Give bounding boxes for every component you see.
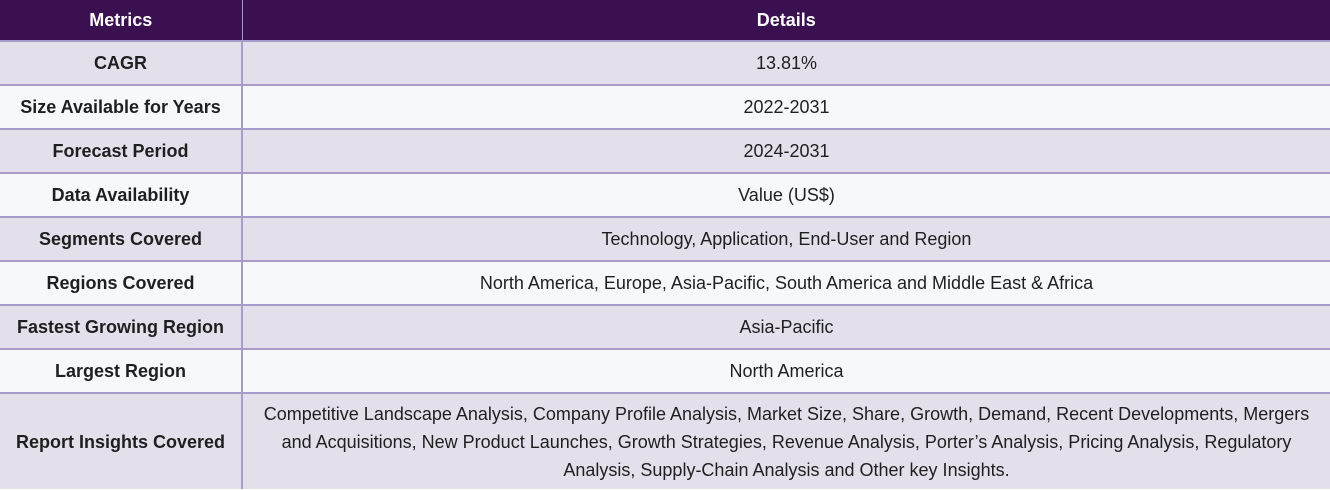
- table-row: Size Available for Years 2022-2031: [0, 85, 1330, 130]
- table-row: Forecast Period 2024-2031: [0, 129, 1330, 174]
- table-header: Metrics Details: [0, 0, 1330, 42]
- header-row: Metrics Details: [0, 0, 1330, 42]
- metric-forecast-period: Forecast Period: [0, 129, 243, 174]
- metric-data-availability: Data Availability: [0, 173, 243, 218]
- metric-report-insights: Report Insights Covered: [0, 393, 243, 489]
- metric-cagr: CAGR: [0, 41, 243, 86]
- detail-size-years: 2022-2031: [242, 85, 1330, 130]
- metric-fastest-growing-region: Fastest Growing Region: [0, 305, 243, 350]
- table-row: Data Availability Value (US$): [0, 173, 1330, 218]
- table-row: CAGR 13.81%: [0, 41, 1330, 86]
- table-row: Segments Covered Technology, Application…: [0, 217, 1330, 262]
- table-body: CAGR 13.81% Size Available for Years 202…: [0, 41, 1330, 489]
- header-details: Details: [242, 0, 1330, 42]
- detail-largest-region: North America: [242, 349, 1330, 394]
- table-row: Fastest Growing Region Asia-Pacific: [0, 305, 1330, 350]
- metric-largest-region: Largest Region: [0, 349, 243, 394]
- detail-forecast-period: 2024-2031: [242, 129, 1330, 174]
- detail-regions-covered: North America, Europe, Asia-Pacific, Sou…: [242, 261, 1330, 306]
- detail-segments-covered: Technology, Application, End-User and Re…: [242, 217, 1330, 262]
- metric-size-years: Size Available for Years: [0, 85, 243, 130]
- metric-regions-covered: Regions Covered: [0, 261, 243, 306]
- detail-data-availability: Value (US$): [242, 173, 1330, 218]
- detail-report-insights: Competitive Landscape Analysis, Company …: [242, 393, 1330, 489]
- metric-segments-covered: Segments Covered: [0, 217, 243, 262]
- table-row: Regions Covered North America, Europe, A…: [0, 261, 1330, 306]
- detail-cagr: 13.81%: [242, 41, 1330, 86]
- detail-fastest-growing-region: Asia-Pacific: [242, 305, 1330, 350]
- header-metrics: Metrics: [0, 0, 243, 42]
- table-row: Report Insights Covered Competitive Land…: [0, 393, 1330, 489]
- table-row: Largest Region North America: [0, 349, 1330, 394]
